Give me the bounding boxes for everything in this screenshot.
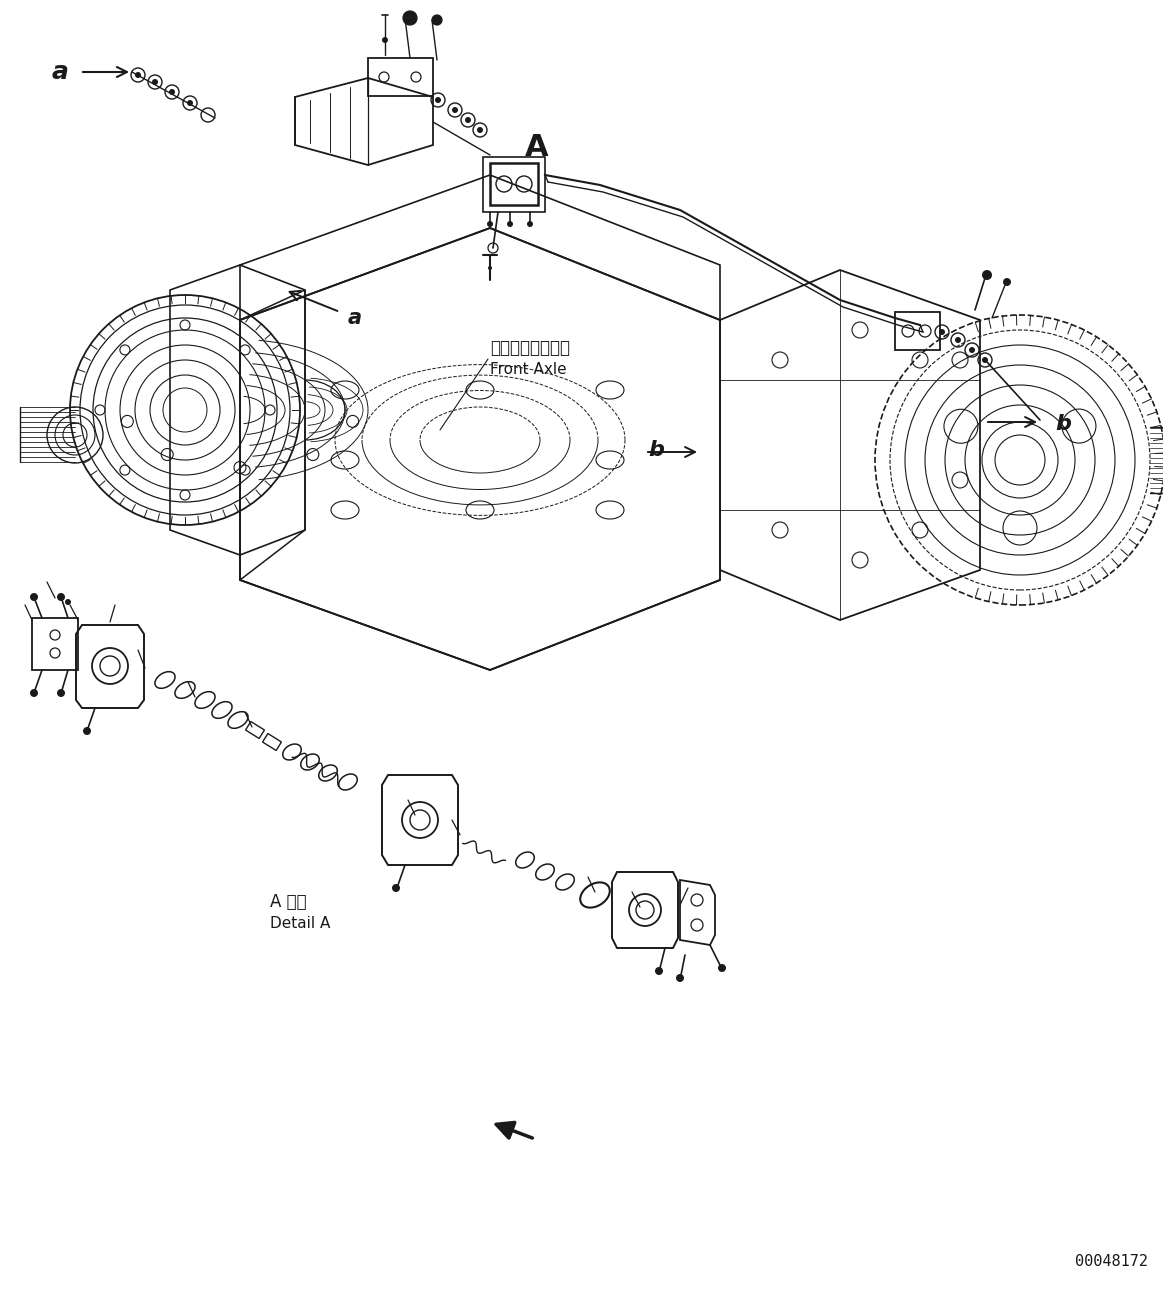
Circle shape	[404, 10, 418, 25]
Circle shape	[381, 38, 388, 43]
Bar	[368, 58, 433, 96]
Circle shape	[435, 97, 441, 102]
Circle shape	[487, 220, 493, 227]
Circle shape	[431, 16, 442, 25]
Circle shape	[452, 106, 458, 113]
Circle shape	[477, 127, 483, 134]
Circle shape	[57, 593, 65, 601]
Text: Detail A: Detail A	[270, 917, 330, 931]
Circle shape	[982, 270, 992, 280]
Circle shape	[718, 964, 726, 971]
Text: フロントアクスル: フロントアクスル	[490, 339, 570, 357]
Circle shape	[955, 337, 961, 342]
Circle shape	[488, 266, 492, 270]
Circle shape	[1003, 278, 1011, 287]
Circle shape	[187, 100, 193, 106]
Text: b: b	[1055, 414, 1071, 434]
Text: A: A	[526, 134, 549, 162]
Circle shape	[30, 689, 38, 696]
Circle shape	[969, 348, 975, 353]
Circle shape	[465, 117, 471, 123]
Circle shape	[30, 593, 38, 601]
Text: a: a	[348, 307, 362, 328]
Text: A 詳細: A 詳細	[270, 894, 307, 910]
Circle shape	[169, 89, 174, 95]
Circle shape	[57, 689, 65, 696]
Circle shape	[65, 599, 71, 604]
Text: Front Axle: Front Axle	[490, 362, 566, 377]
Circle shape	[527, 220, 533, 227]
Circle shape	[135, 73, 141, 78]
Text: a: a	[51, 60, 67, 84]
Circle shape	[507, 220, 513, 227]
Text: 00048172: 00048172	[1075, 1254, 1148, 1270]
Circle shape	[152, 79, 158, 86]
Circle shape	[392, 885, 400, 892]
Text: b: b	[648, 440, 664, 460]
Circle shape	[655, 968, 663, 975]
Circle shape	[676, 974, 684, 982]
Circle shape	[982, 357, 989, 363]
Circle shape	[939, 329, 946, 335]
Circle shape	[83, 728, 91, 735]
